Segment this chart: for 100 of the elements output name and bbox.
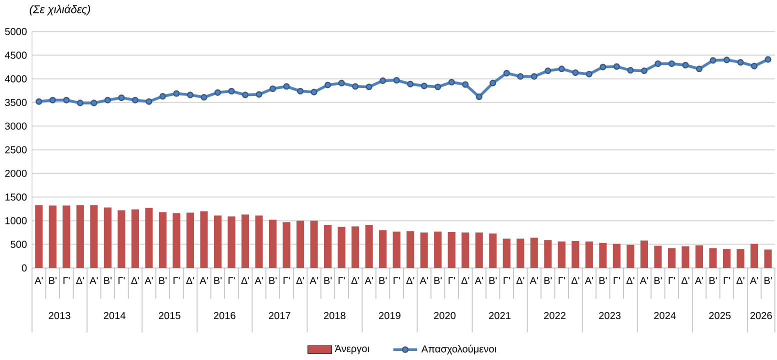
x-tick-label: Δ'	[681, 277, 690, 284]
x-tick-label: Γ'	[174, 277, 180, 284]
point	[366, 84, 372, 90]
point	[710, 57, 716, 64]
x-tick-label: Δ'	[736, 277, 744, 284]
x-tick-label: Α'	[310, 277, 318, 284]
x-tick-label: Γ'	[228, 277, 235, 284]
bar	[682, 246, 690, 268]
x-tick-label: Β'	[654, 277, 662, 284]
point	[393, 76, 400, 84]
point	[104, 96, 111, 104]
point	[640, 67, 648, 74]
point	[627, 67, 634, 74]
x-tick-label: Γ'	[614, 277, 620, 284]
x-tick-label: Γ'	[668, 277, 675, 284]
x-tick-label: Β'	[544, 277, 552, 284]
bar	[750, 244, 758, 268]
x-tick-label: Β'	[159, 277, 167, 284]
bar	[695, 245, 704, 268]
text: 2014	[104, 312, 126, 320]
point	[434, 84, 442, 90]
bar	[145, 208, 153, 268]
point	[572, 69, 579, 76]
bar	[572, 240, 580, 268]
bar	[558, 241, 566, 268]
bar	[324, 224, 332, 268]
point	[407, 80, 414, 88]
y-tick-label: 0	[22, 264, 27, 272]
point	[173, 90, 180, 97]
bar	[186, 212, 194, 268]
bar	[76, 205, 84, 268]
point	[420, 82, 428, 90]
bar	[352, 226, 360, 268]
bar	[131, 209, 139, 268]
bar	[475, 232, 483, 268]
text: 2025	[709, 312, 731, 320]
point	[544, 67, 552, 74]
text: 2023	[599, 312, 621, 320]
bar	[434, 232, 442, 268]
x-tick-label: Α'	[90, 277, 98, 284]
point	[462, 81, 469, 88]
bar	[462, 232, 470, 268]
point	[146, 98, 152, 105]
point	[613, 63, 620, 70]
x-tick-label: Α'	[34, 277, 43, 284]
x-tick-label: Α'	[640, 277, 648, 284]
x-tick-label: Β'	[104, 277, 112, 284]
text: 2017	[268, 312, 290, 320]
x-tick-label: Β'	[49, 277, 56, 284]
y-tick-label: 1000	[5, 217, 27, 224]
bar	[764, 250, 772, 268]
bar	[640, 240, 648, 268]
bar	[612, 244, 620, 268]
text: 2020	[434, 312, 456, 320]
x-tick-label: Α'	[474, 277, 483, 284]
y-tick-label: 500	[10, 240, 27, 248]
x-tick-label: Β'	[709, 277, 717, 284]
x-tick-label: Β'	[324, 277, 332, 284]
bar	[268, 220, 277, 268]
bar	[654, 246, 662, 268]
x-tick-label: Α'	[254, 277, 263, 284]
y-tick-label: 3000	[5, 122, 27, 130]
point	[63, 96, 70, 104]
bar	[296, 220, 304, 268]
text: 2024	[654, 312, 676, 320]
bar	[502, 238, 510, 268]
x-tick-label: Α'	[200, 277, 208, 284]
x-tick-label: Γ'	[338, 277, 345, 284]
point	[296, 88, 304, 94]
x-tick-label: Δ'	[241, 277, 250, 284]
x-tick-label: Γ'	[64, 277, 70, 284]
x-tick-label: Β'	[764, 277, 772, 284]
x-tick-label: Β'	[599, 277, 607, 284]
bar	[420, 232, 428, 268]
text: 2015	[158, 312, 180, 320]
point	[600, 64, 606, 70]
bar	[200, 211, 208, 268]
text: 2026	[750, 312, 772, 320]
bar	[709, 248, 717, 268]
point	[228, 88, 235, 94]
text: 2018	[324, 312, 346, 320]
bar	[392, 232, 400, 268]
x-tick-label: Γ'	[448, 277, 455, 284]
x-tick-label: Β'	[379, 277, 387, 284]
point	[186, 92, 194, 98]
x-tick-label: Α'	[364, 277, 373, 284]
bar	[736, 249, 744, 268]
bar	[379, 230, 387, 268]
text: 2021	[489, 312, 510, 320]
x-tick-label: Α'	[420, 277, 428, 284]
x-tick-label: Δ'	[76, 277, 84, 284]
point	[49, 96, 56, 104]
x-tick-label: Β'	[489, 277, 497, 284]
text: 2022	[544, 312, 566, 320]
y-tick-label: 3500	[5, 98, 27, 106]
x-tick-label: Δ'	[351, 277, 360, 284]
x-tick-label: Δ'	[571, 277, 580, 284]
point	[490, 80, 496, 86]
x-tick-label: Δ'	[186, 277, 194, 284]
point	[338, 80, 345, 86]
